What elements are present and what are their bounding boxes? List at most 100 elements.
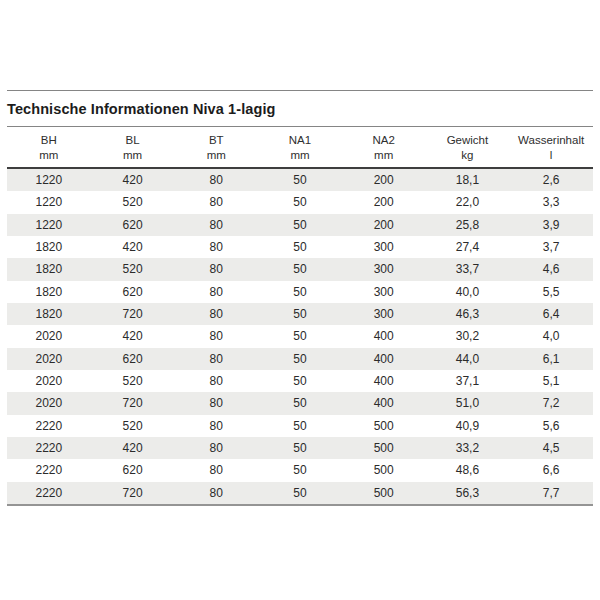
column-header-bt: BTmm [174, 133, 258, 162]
table-cell: 400 [342, 396, 426, 410]
table-cell: 80 [174, 441, 258, 455]
table-row: 2220720805050056,37,7 [7, 482, 593, 504]
table-cell: 1820 [7, 262, 91, 276]
table-row: 1220520805020022,03,3 [7, 191, 593, 213]
table-cell: 2020 [7, 329, 91, 343]
table-cell: 48,6 [426, 463, 510, 477]
table-cell: 4,0 [509, 329, 593, 343]
table-cell: 80 [174, 463, 258, 477]
table-cell: 30,2 [426, 329, 510, 343]
table-cell: 33,2 [426, 441, 510, 455]
table-header-row: BHmmBLmmBTmmNA1mmNA2mmGewichtkgWasserinh… [7, 127, 593, 169]
table-cell: 200 [342, 195, 426, 209]
table-cell: 80 [174, 307, 258, 321]
table-cell: 2,6 [509, 173, 593, 187]
table-cell: 6,1 [509, 352, 593, 366]
table-cell: 200 [342, 173, 426, 187]
table-cell: 1220 [7, 173, 91, 187]
table-cell: 420 [91, 240, 175, 254]
table-cell: 5,1 [509, 374, 593, 388]
table-cell: 80 [174, 419, 258, 433]
table-row: 2020720805040051,07,2 [7, 392, 593, 414]
table-cell: 50 [258, 486, 342, 500]
table-cell: 720 [91, 486, 175, 500]
table-cell: 50 [258, 307, 342, 321]
table-cell: 33,7 [426, 262, 510, 276]
table-cell: 420 [91, 329, 175, 343]
table-cell: 720 [91, 396, 175, 410]
table-row: 1820520805030033,74,6 [7, 258, 593, 280]
table-cell: 25,8 [426, 218, 510, 232]
table-cell: 50 [258, 195, 342, 209]
table-cell: 5,6 [509, 419, 593, 433]
table-cell: 80 [174, 173, 258, 187]
datasheet-page: Technische Informationen Niva 1-lagig BH… [7, 90, 593, 506]
table-cell: 50 [258, 240, 342, 254]
column-header-bh: BHmm [7, 133, 91, 162]
table-cell: 500 [342, 419, 426, 433]
table-cell: 80 [174, 285, 258, 299]
table-row: 2020620805040044,06,1 [7, 348, 593, 370]
table-cell: 1820 [7, 240, 91, 254]
table-cell: 520 [91, 195, 175, 209]
table-cell: 40,9 [426, 419, 510, 433]
table-row: 1820620805030040,05,5 [7, 281, 593, 303]
table-cell: 3,7 [509, 240, 593, 254]
table-cell: 1220 [7, 218, 91, 232]
table-cell: 50 [258, 173, 342, 187]
table-cell: 1820 [7, 307, 91, 321]
column-header-na1: NA1mm [258, 133, 342, 162]
table-cell: 500 [342, 486, 426, 500]
table-cell: 50 [258, 419, 342, 433]
table-cell: 80 [174, 329, 258, 343]
table-cell: 420 [91, 441, 175, 455]
table-cell: 620 [91, 463, 175, 477]
table-cell: 50 [258, 329, 342, 343]
table-cell: 400 [342, 329, 426, 343]
table-row: 2020520805040037,15,1 [7, 370, 593, 392]
table-cell: 51,0 [426, 396, 510, 410]
table-cell: 44,0 [426, 352, 510, 366]
column-header-gewicht: Gewichtkg [426, 133, 510, 162]
table-row: 1220620805020025,83,9 [7, 214, 593, 236]
table-cell: 200 [342, 218, 426, 232]
table-cell: 80 [174, 240, 258, 254]
table-cell: 2020 [7, 352, 91, 366]
page-title: Technische Informationen Niva 1-lagig [7, 101, 276, 117]
column-header-na2: NA2mm [342, 133, 426, 162]
table-cell: 4,5 [509, 441, 593, 455]
table-cell: 50 [258, 463, 342, 477]
table-cell: 50 [258, 374, 342, 388]
table-cell: 300 [342, 240, 426, 254]
table-cell: 37,1 [426, 374, 510, 388]
table-row: 1820420805030027,43,7 [7, 236, 593, 258]
table-row: 1220420805020018,12,6 [7, 169, 593, 191]
table-cell: 1820 [7, 285, 91, 299]
table-cell: 2220 [7, 463, 91, 477]
table-cell: 80 [174, 262, 258, 276]
table-cell: 80 [174, 218, 258, 232]
table-cell: 500 [342, 463, 426, 477]
table-cell: 1220 [7, 195, 91, 209]
table-body: 1220420805020018,12,61220520805020022,03… [7, 169, 593, 506]
table-row: 2220420805050033,24,5 [7, 437, 593, 459]
table-row: 1820720805030046,36,4 [7, 303, 593, 325]
column-header-bl: BLmm [91, 133, 175, 162]
table-cell: 50 [258, 285, 342, 299]
table-cell: 3,3 [509, 195, 593, 209]
table-cell: 40,0 [426, 285, 510, 299]
table-cell: 300 [342, 285, 426, 299]
table-cell: 6,6 [509, 463, 593, 477]
table-row: 2020420805040030,24,0 [7, 325, 593, 347]
table-cell: 720 [91, 307, 175, 321]
table-cell: 6,4 [509, 307, 593, 321]
table-cell: 56,3 [426, 486, 510, 500]
table-cell: 300 [342, 262, 426, 276]
table-cell: 2020 [7, 396, 91, 410]
table-cell: 46,3 [426, 307, 510, 321]
table-cell: 7,7 [509, 486, 593, 500]
table-cell: 50 [258, 262, 342, 276]
title-row: Technische Informationen Niva 1-lagig [7, 91, 593, 126]
table-cell: 80 [174, 352, 258, 366]
table-cell: 50 [258, 441, 342, 455]
